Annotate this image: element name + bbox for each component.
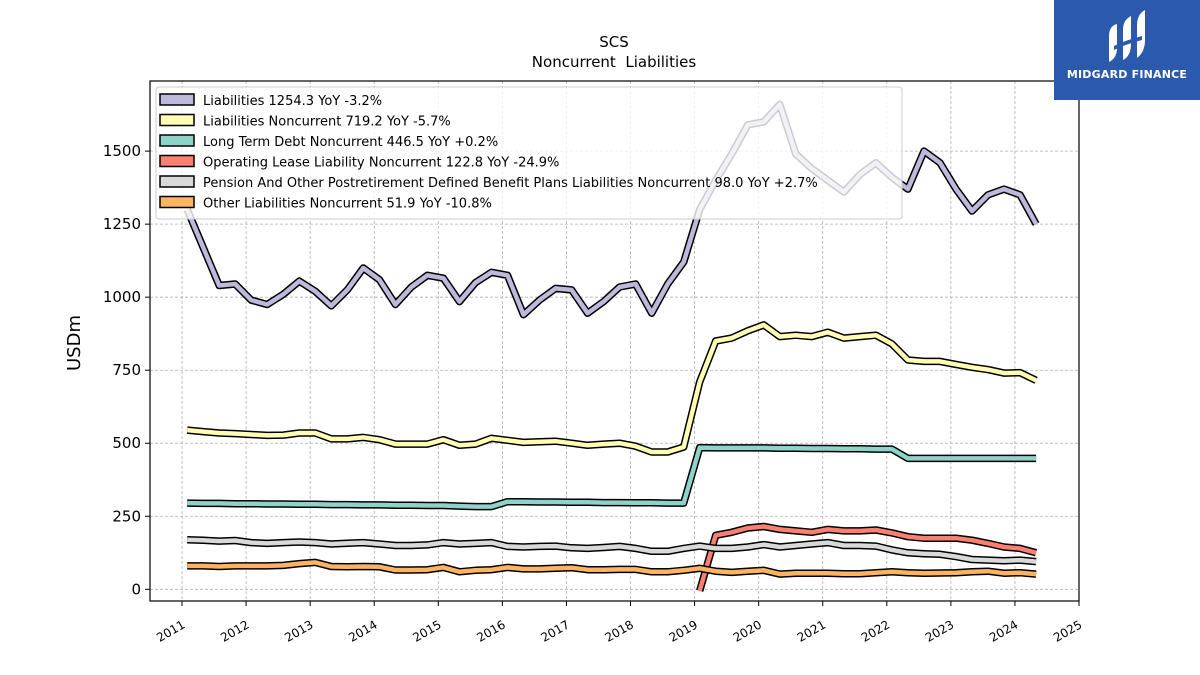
legend-swatch bbox=[159, 175, 195, 188]
series-stroke bbox=[187, 445, 1037, 509]
legend: Liabilities 1254.3 YoY -3.2% Liabilities … bbox=[155, 86, 903, 220]
series-stroke bbox=[187, 560, 1037, 577]
legend-swatch bbox=[159, 93, 195, 106]
mf-monogram-icon bbox=[1109, 10, 1145, 62]
y-tick-label: 1500 bbox=[103, 142, 141, 160]
y-tick-label: 1250 bbox=[103, 215, 141, 233]
x-tick-label: 2012 bbox=[218, 617, 251, 644]
chart-title: SCS bbox=[599, 33, 629, 51]
legend-swatch bbox=[159, 154, 195, 168]
plot-frame bbox=[149, 80, 1080, 602]
series-5-line bbox=[187, 558, 1037, 578]
legend-label: Pension And Other Postretirement Defined… bbox=[203, 176, 818, 191]
x-tick-label: 2021 bbox=[795, 617, 828, 644]
x-tick-label: 2018 bbox=[603, 617, 636, 644]
x-tick-label: 2017 bbox=[538, 617, 571, 644]
chart-subtitle: Noncurrent Liabilities bbox=[532, 53, 697, 71]
legend-swatch bbox=[159, 134, 195, 147]
series-layer bbox=[183, 100, 1040, 592]
legend-swatch bbox=[159, 195, 195, 209]
series-3-line bbox=[696, 522, 1038, 592]
series-1-line bbox=[186, 321, 1038, 456]
brand-logo: MIDGARD FINANCE bbox=[1054, 0, 1200, 100]
series-2-line bbox=[187, 443, 1037, 511]
series-stroke bbox=[697, 524, 1037, 592]
y-tick-label: 750 bbox=[112, 361, 141, 379]
y-tick-label: 500 bbox=[112, 434, 141, 452]
legend-label: Other Liabilities Noncurrent 51.9 YoY -1… bbox=[203, 197, 492, 212]
legend-label: Operating Lease Liability Noncurrent 122… bbox=[203, 156, 559, 171]
brand-name: MIDGARD FINANCE bbox=[1066, 68, 1188, 81]
series-4-line bbox=[187, 535, 1037, 566]
x-tick-label: 2023 bbox=[923, 617, 956, 644]
x-tick-label: 2014 bbox=[346, 617, 379, 644]
legend-label: Long Term Debt Noncurrent 446.5 YoY +0.2… bbox=[203, 135, 498, 150]
x-tick-label: 2020 bbox=[731, 617, 764, 644]
series-stroke bbox=[187, 537, 1037, 564]
x-tick-label: 2016 bbox=[474, 617, 507, 644]
legend-label: Liabilities 1254.3 YoY -3.2% bbox=[203, 94, 382, 109]
y-axis-label: USDm bbox=[64, 315, 85, 371]
x-tick-label: 2019 bbox=[667, 617, 700, 644]
x-tick-label: 2013 bbox=[282, 617, 315, 644]
y-tick-label: 250 bbox=[112, 507, 141, 525]
legend-label: Liabilities Noncurrent 719.2 YoY -5.7% bbox=[203, 115, 451, 130]
series-stroke bbox=[186, 322, 1038, 455]
x-tick-label: 2024 bbox=[987, 617, 1020, 644]
x-tick-label: 2015 bbox=[410, 617, 443, 644]
x-tick-label: 2022 bbox=[859, 617, 892, 644]
x-tick-label: 2011 bbox=[154, 617, 187, 644]
y-tick-label: 1000 bbox=[103, 288, 141, 306]
x-tick-label: 2025 bbox=[1051, 617, 1084, 644]
legend-box bbox=[155, 86, 903, 220]
legend-swatch bbox=[159, 113, 195, 127]
y-tick-label: 0 bbox=[131, 580, 141, 598]
